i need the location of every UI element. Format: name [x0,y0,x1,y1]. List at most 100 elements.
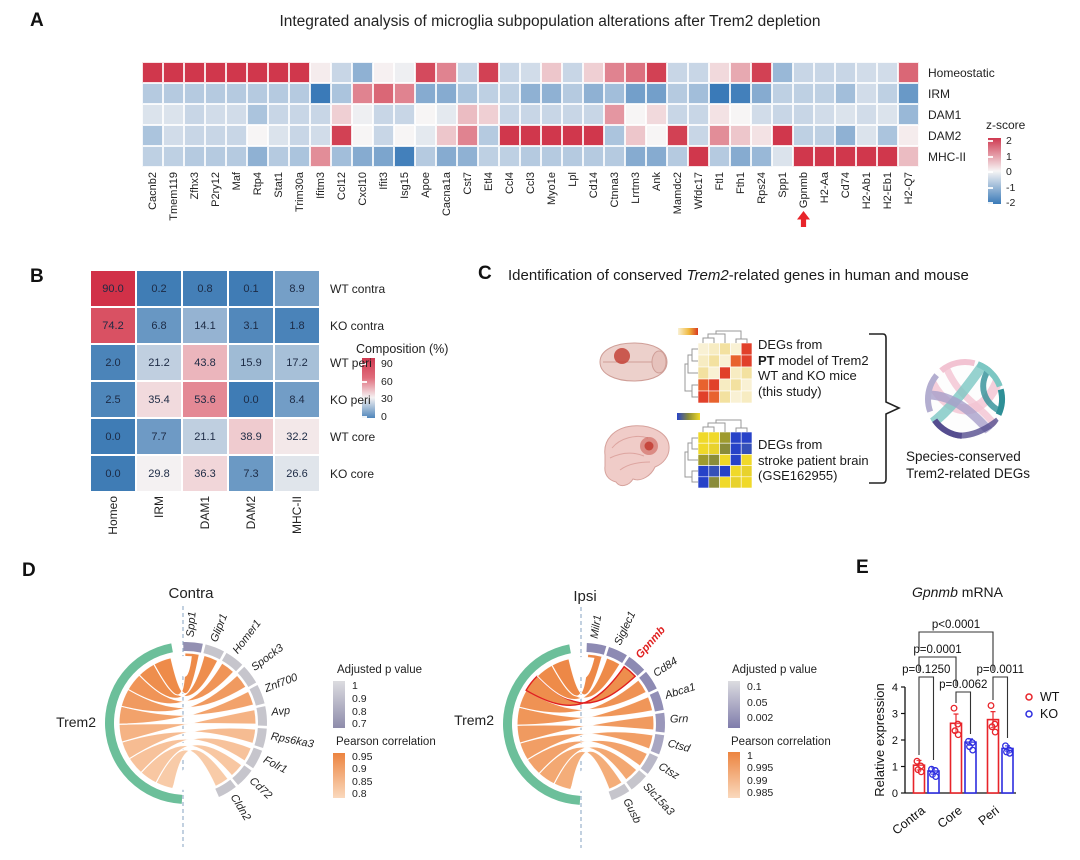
chord-top-notch [173,655,192,677]
heatmapA-cell [625,62,646,83]
heatmapA-cell [898,104,919,125]
box1-line2-rest: model of Trem2 [774,352,869,368]
contra-pvalue-tick: 0.8 [352,705,367,718]
heatmapB-cell: 7.3 [228,455,274,492]
heatmapA-cell [667,104,688,125]
panelC-heatmap2-cell [708,442,720,455]
heatmapA-cell [331,125,352,146]
heatmapA-cell [499,104,520,125]
heatmapA-cell [583,83,604,104]
chord-gene-label-milr1: Milr1 [589,614,605,639]
heatmapA-cell [478,104,499,125]
heatmapA-cell [730,125,751,146]
heatmapB-cell: 3.1 [228,307,274,344]
heatmapB-cell: 8.4 [274,381,320,418]
heatmapB-cell: 43.8 [182,344,228,381]
heatmapA-cell [856,83,877,104]
heatmapA-cell [436,104,457,125]
heatmapA-cell [814,62,835,83]
chord-gene-arc-homer1 [222,652,243,672]
heatmap-b-legend-title: Composition (%) [356,342,449,356]
heatmapB-legend-tick: 90 [381,358,393,370]
heatmapA-cell [541,104,562,125]
e-legend-marker-wt [1025,693,1033,701]
heatmapA-cell [541,62,562,83]
heatmapA-cell [856,104,877,125]
heatmapA-gene-label: Maf [230,172,243,191]
panel-c-result: Species-conserved Trem2-related DEGs [906,449,1030,482]
panelC-heatmap1-cell [740,342,753,356]
heatmapB-row-label: WT peri [330,356,372,370]
panelC-heatmap2-cell [697,442,710,455]
heatmapA-cell [163,83,184,104]
panelC-heatmap1-cell [708,390,720,404]
chord-gene-arc-avp [256,706,267,726]
heatmapA-cell [583,146,604,167]
panelC-heatmap2-cell [719,442,731,455]
heatmapA-legend-tick: 2 [1006,135,1012,147]
heatmapA-legend-tick: -1 [1006,181,1016,194]
heatmapA-cell [289,62,310,83]
e-legend-marker-ko [1025,710,1033,718]
heatmapB-cell: 8.9 [274,270,320,307]
heatmapA-gene-label: Ftl1 [713,172,726,191]
panel-c-box1: DEGs from PT model of Trem2 WT and KO mi… [758,337,869,399]
heatmapB-cell: 74.2 [90,307,136,344]
e-pvalue-label: p=0.0011 [977,664,1024,676]
human-lesion-spot [644,441,654,451]
panel-c-box2: DEGs from stroke patient brain (GSE16295… [758,437,869,484]
e-pvalue-label: p<0.0001 [932,619,980,631]
heatmapA-cell [184,104,205,125]
e-y-tick-label: 0 [892,788,898,800]
heatmapA-gene-label: Cst7 [461,172,474,195]
heatmapA-cell [814,146,835,167]
heatmapB-cell: 26.6 [274,455,320,492]
heatmapA-gene-label: Myo1e [545,172,558,206]
panelC-heatmap1-cell [697,390,710,404]
mouse-lesion-spot [614,348,630,364]
panelC-heatmap1-cell [697,378,710,392]
panelC-heatmap1-cell [708,378,720,392]
panelC-heatmap1-cell [730,390,742,404]
heatmapA-cell [184,62,205,83]
box2-line1: DEGs from [758,437,823,452]
contra-pvalue-legend-title: Adjusted p value [337,664,423,676]
panel-e-title-post: mRNA [957,584,1004,600]
heatmapA-cell [226,125,247,146]
panelC-circle-rim-arc-2 [939,359,976,374]
heatmapA-cell [604,104,625,125]
heatmapA-gene-label: Tmem119 [167,172,180,221]
heatmapA-cell [226,83,247,104]
chord-gene-arc-slc15a3 [626,770,647,790]
heatmapA-gene-label: Zfhx3 [188,172,201,200]
heatmapA-cell [457,62,478,83]
heatmapA-cell [184,83,205,104]
heatmapA-cell [247,125,268,146]
heatmapA-cell [373,146,394,167]
heatmapA-cell [898,62,919,83]
e-pvalue-label: p=0.0062 [939,679,987,691]
heatmapA-cell [562,83,583,104]
heatmapA-cell [688,83,709,104]
heatmapA-cell [415,104,436,125]
e-datapoint [987,702,995,709]
e-y-tick-label: 1 [892,762,898,774]
heatmapA-cell [646,125,667,146]
panelC-heatmap2-cell [697,476,710,489]
heatmapA-gene-label: Spp1 [776,172,789,198]
heatmapA-cell [835,62,856,83]
panelC-heatmap2-cell [708,454,720,466]
heatmapA-cell [373,62,394,83]
heatmapA-gene-label: Ank [650,172,663,191]
panelC-heatmap1-cell [719,354,731,368]
heatmapA-cell [751,104,772,125]
chord-gene-arc-grn [655,712,665,733]
heatmapA-cell [751,83,772,104]
heatmapA-gene-label: Rps24 [755,172,768,204]
heatmapA-cell [142,104,163,125]
heatmapA-cell [268,125,289,146]
heatmapA-legend-tickmark [988,140,993,142]
heatmapA-cell [562,62,583,83]
heatmapA-cell [751,146,772,167]
e-x-category-label: Peri [976,803,1002,828]
